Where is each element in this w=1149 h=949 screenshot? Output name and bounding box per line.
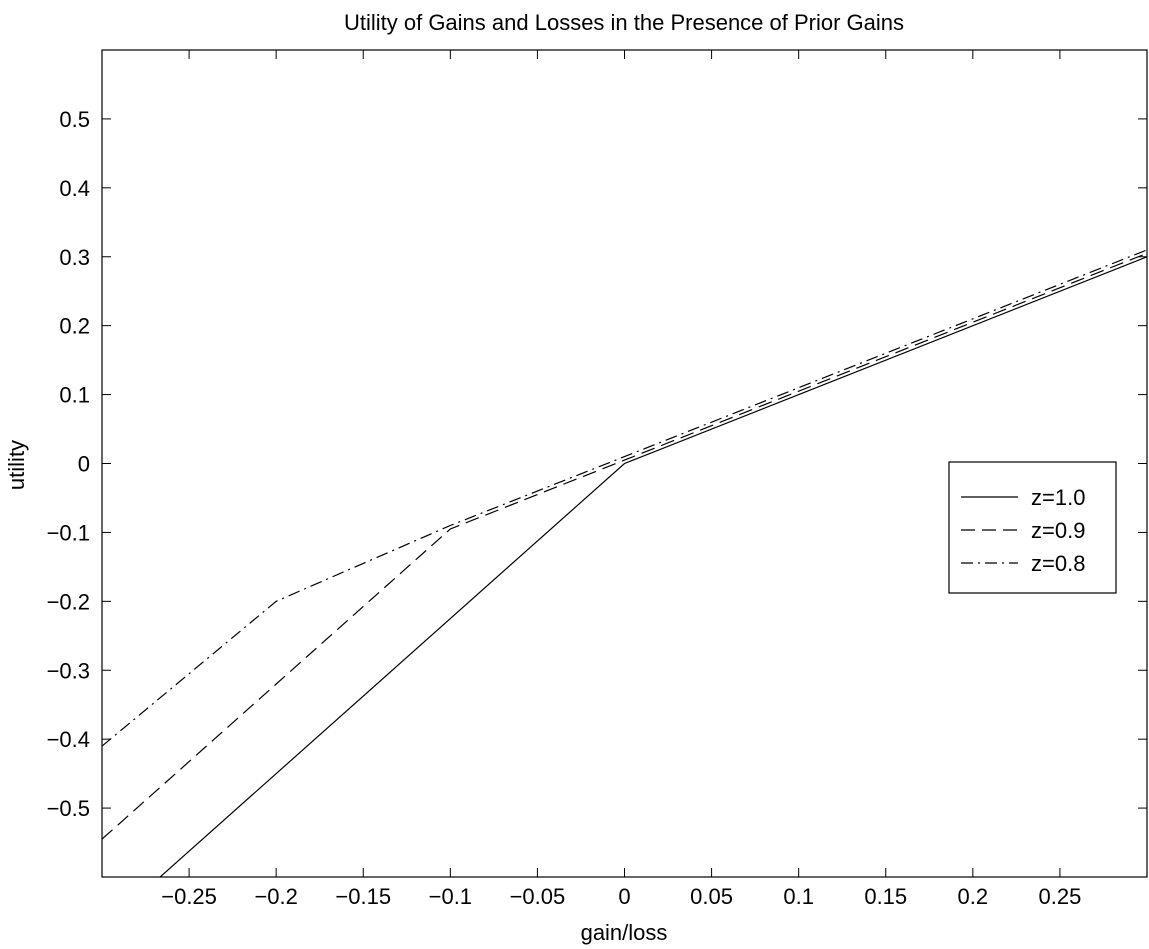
x-tick-label: −0.15 <box>335 884 391 909</box>
y-tick-label: −0.4 <box>47 727 90 752</box>
y-tick-label: 0.1 <box>59 383 90 408</box>
x-tick-label: 0.1 <box>783 884 814 909</box>
y-tick-label: −0.3 <box>47 658 90 683</box>
y-tick-label: −0.1 <box>47 520 90 545</box>
y-tick-label: 0.2 <box>59 314 90 339</box>
y-tick-label: 0.5 <box>59 107 90 132</box>
y-tick-label: −0.2 <box>47 589 90 614</box>
series-line-1 <box>159 256 1147 877</box>
x-tick-label: −0.2 <box>254 884 297 909</box>
x-tick-label: 0.25 <box>1039 884 1082 909</box>
x-tick-label: −0.1 <box>429 884 472 909</box>
legend-label-2: z=0.9 <box>1031 518 1085 543</box>
y-tick-label: −0.5 <box>47 796 90 821</box>
tick-group: −0.25 −0.2 −0.15 −0.1 −0.05 0 0.05 0.1 0.15 0.2 0.… <box>47 50 1147 909</box>
x-tick-label: 0.15 <box>864 884 907 909</box>
x-tick-label: −0.05 <box>510 884 566 909</box>
x-tick-label: 0.05 <box>690 884 733 909</box>
legend-box <box>948 461 1117 594</box>
series-group <box>102 249 1147 877</box>
x-tick-label: 0 <box>618 884 630 909</box>
legend-label-3: z=0.8 <box>1031 551 1085 576</box>
y-axis-label: utility <box>4 440 29 490</box>
series-line-2 <box>102 252 1147 840</box>
y-tick-label: 0.4 <box>59 176 90 201</box>
x-tick-label: 0.2 <box>958 884 989 909</box>
series-line-3 <box>102 249 1147 747</box>
legend: z=1.0 z=0.9 z=0.8 <box>948 461 1117 594</box>
y-tick-label: 0 <box>78 452 90 477</box>
legend-label-1: z=1.0 <box>1031 485 1085 510</box>
x-axis-label: gain/loss <box>581 920 668 945</box>
chart-title: Utility of Gains and Losses in the Prese… <box>344 10 904 35</box>
y-tick-label: 0.3 <box>59 245 90 270</box>
x-tick-label: −0.25 <box>161 884 217 909</box>
